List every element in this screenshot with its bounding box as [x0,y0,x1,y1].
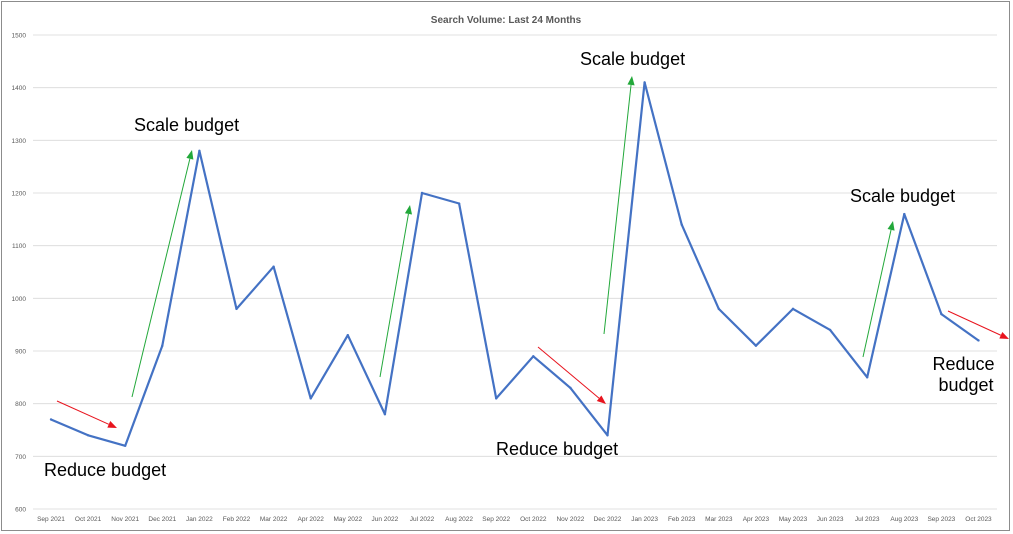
y-axis-ticks: 600 700 800 900 1000 1100 1200 1300 1400 1500 [12,33,27,514]
x-tick-label: Feb 2022 [223,516,251,523]
annotation-reduce-budget-1: Reduce budget [44,460,166,480]
x-tick-label: Jun 2022 [372,516,399,523]
data-point [940,312,943,316]
data-point [903,212,906,216]
x-tick-label: Nov 2021 [111,516,139,523]
y-tick-label: 1200 [12,191,27,198]
annotation-reduce-word: Reduce [932,354,994,374]
x-tick-label: May 2022 [334,516,363,523]
data-point [198,149,201,153]
annotation-arrows [56,76,1009,428]
y-tick-label: 1500 [12,33,27,40]
annotation-budget-word: budget [938,375,993,395]
y-tick-label: 700 [15,454,26,461]
reduce-arrow [537,346,606,404]
annotation-scale-budget-2: Scale budget [580,49,685,69]
x-tick-label: Dec 2021 [148,516,176,523]
x-tick-label: Jun 2023 [817,516,844,523]
data-point [272,265,275,268]
data-point [717,307,720,311]
x-tick-label: Dec 2022 [594,516,622,523]
data-point [754,344,758,347]
x-tick-label: Nov 2022 [556,516,584,523]
annotation-reduce-budget-3: Reduce budget [932,354,999,395]
data-point [383,413,387,416]
x-tick-label: Mar 2023 [705,516,733,523]
annotation-scale-budget-1: Scale budget [134,115,239,135]
y-tick-label: 1000 [12,296,27,303]
annotation-scale-budget-3: Scale budget [850,186,955,206]
data-point [309,397,312,400]
x-tick-label: Aug 2023 [890,516,918,523]
scale-arrow [131,150,194,398]
data-point [161,344,164,347]
data-point [457,202,461,205]
x-tick-label: Jan 2022 [186,516,213,523]
scale-arrow [379,205,413,378]
reduce-arrow [56,400,117,428]
y-tick-label: 600 [15,507,26,514]
series-layer [49,81,980,447]
y-tick-label: 800 [15,401,26,408]
x-tick-label: Oct 2022 [520,516,547,523]
y-tick-label: 1300 [12,138,27,145]
chart-title: Search Volume: Last 24 Months [431,15,582,26]
x-tick-label: Jul 2022 [410,516,435,523]
data-point [124,444,127,447]
annotation-reduce-budget-2: Reduce budget [496,439,618,459]
data-point [866,376,869,379]
data-point [643,81,646,84]
data-point [977,339,980,342]
y-tick-label: 900 [15,349,26,356]
data-point [532,355,535,358]
x-tick-label: Oct 2023 [965,516,992,523]
data-point [86,434,90,437]
series-line [50,81,980,447]
x-axis-ticks: Sep 2021 Oct 2021 Nov 2021 Dec 2021 Jan 2022… [37,516,992,523]
x-tick-label: Jan 2023 [631,516,658,523]
data-point [49,418,53,421]
x-tick-label: Sep 2021 [37,516,65,523]
x-tick-label: Aug 2022 [445,516,473,523]
data-point [569,386,572,390]
data-point [828,328,832,332]
data-point [420,191,424,195]
data-point [606,434,609,437]
scale-arrow [862,221,895,358]
y-tick-label: 1400 [12,85,27,92]
data-point [791,307,795,311]
x-tick-label: Apr 2022 [298,516,325,523]
y-tick-label: 1100 [12,243,26,250]
x-tick-label: Feb 2023 [668,516,696,523]
x-tick-label: Sep 2022 [482,516,510,523]
x-tick-label: Sep 2023 [927,516,955,523]
data-point [680,223,683,226]
x-tick-label: Oct 2021 [75,516,102,523]
data-point [346,334,349,337]
x-tick-label: Mar 2022 [260,516,288,523]
data-point [495,397,498,400]
x-tick-label: Apr 2023 [743,516,770,523]
x-tick-label: Jul 2023 [855,516,880,523]
gridlines [33,34,997,510]
x-tick-label: May 2023 [779,516,808,523]
scale-arrow [603,76,635,335]
data-point [235,307,238,311]
reduce-arrow [947,310,1009,339]
